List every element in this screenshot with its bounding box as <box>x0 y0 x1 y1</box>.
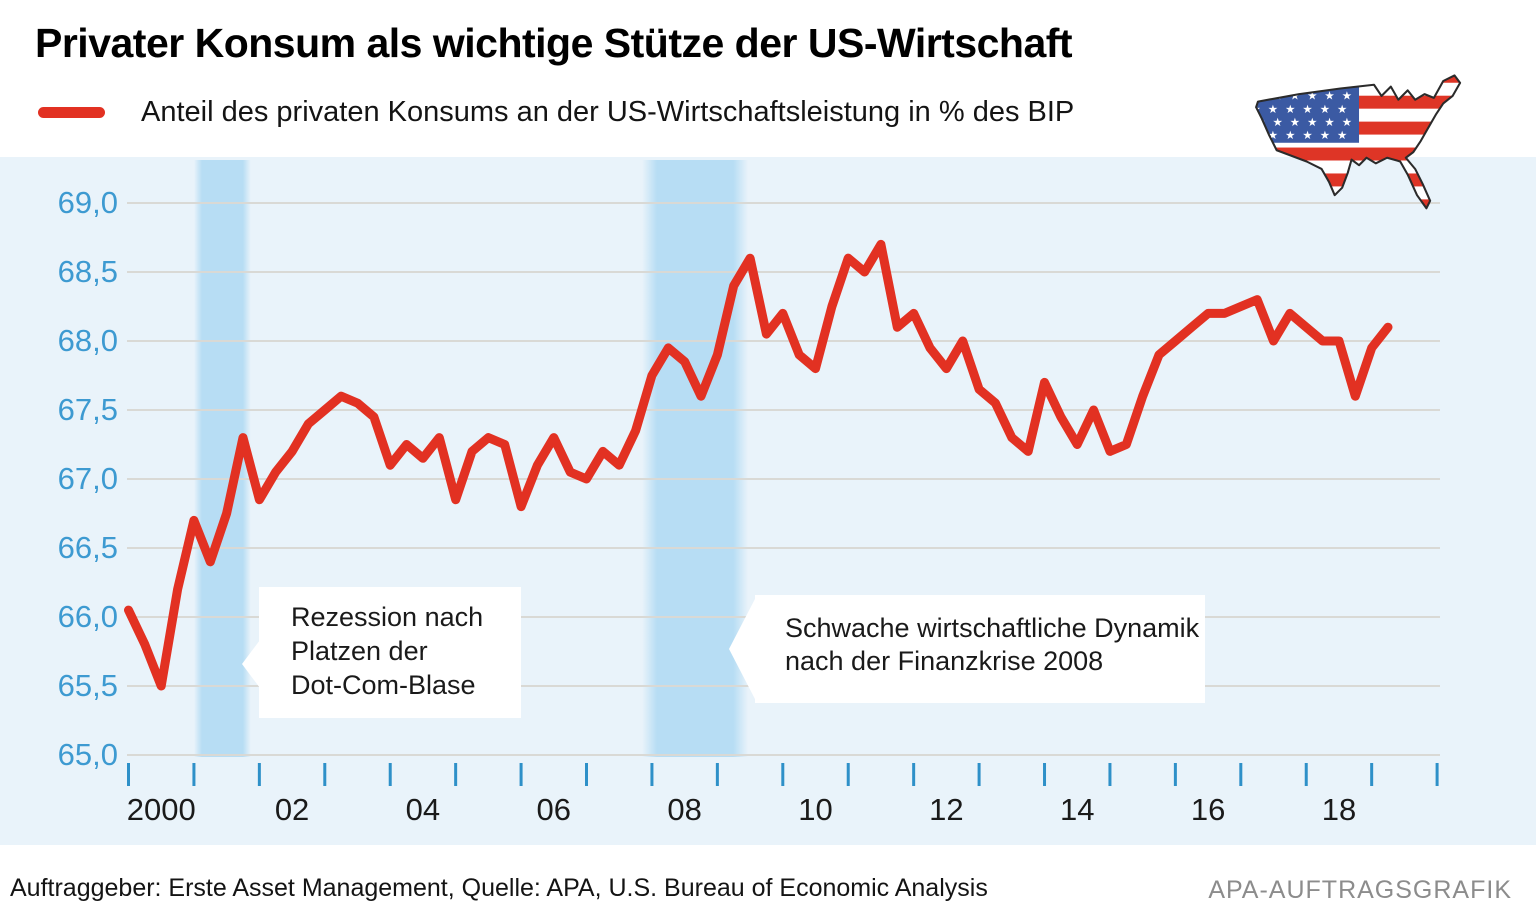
svg-text:★: ★ <box>1307 116 1317 129</box>
y-axis-label: 69,0 <box>57 185 118 220</box>
data-line <box>124 239 1393 691</box>
svg-text:★: ★ <box>1285 129 1295 142</box>
svg-text:★: ★ <box>1302 77 1312 90</box>
x-axis-label: 18 <box>1321 792 1357 827</box>
credit-note: APA-AUFTRAGSGRAFIK <box>1208 876 1512 904</box>
source-note: Auftraggeber: Erste Asset Management, Qu… <box>10 874 988 902</box>
svg-text:★: ★ <box>1324 90 1334 103</box>
svg-text:★: ★ <box>1272 116 1282 129</box>
y-axis-label: 68,0 <box>57 323 118 358</box>
svg-text:★: ★ <box>1320 77 1330 90</box>
us-map-outline <box>1255 74 1462 210</box>
annotation-line: Platzen der <box>291 636 428 666</box>
legend-line-swatch <box>38 107 105 118</box>
svg-text:★: ★ <box>1320 129 1330 142</box>
svg-text:★: ★ <box>1302 129 1312 142</box>
svg-text:★: ★ <box>1337 103 1347 116</box>
annotation-line: Dot-Com-Blase <box>291 670 476 700</box>
x-axis-label: 02 <box>274 792 310 827</box>
svg-text:★: ★ <box>1307 90 1317 103</box>
svg-text:★: ★ <box>1302 103 1312 116</box>
svg-text:★: ★ <box>1324 116 1334 129</box>
annotation-financial-crisis: Schwache wirtschaftliche Dynamik nach de… <box>729 595 1205 703</box>
annotation-line: Schwache wirtschaftliche Dynamik <box>785 613 1200 643</box>
y-axis-label: 66,5 <box>57 530 118 565</box>
svg-text:★: ★ <box>1342 90 1352 103</box>
x-axis-label: 16 <box>1190 792 1226 827</box>
y-axis-label: 65,5 <box>57 668 118 703</box>
annotation-dotcom-recession: Rezession nach Platzen der Dot-Com-Blase <box>242 587 521 718</box>
x-axis-label: 06 <box>536 792 572 827</box>
page-title: Privater Konsum als wichtige Stütze der … <box>35 20 1073 66</box>
svg-text:★: ★ <box>1290 116 1300 129</box>
legend: Anteil des privaten Konsums an der US-Wi… <box>38 96 1074 129</box>
usa-flag-map-icon: ★ ★ ★ ★ ★ ★★ ★ ★ ★ ★ ★★ ★ ★ ★ ★ ★★ ★ ★ ★ ★ ★★ ★ ★ ★ ★ ★ <box>1250 74 1462 210</box>
x-axis-label: 12 <box>929 792 964 827</box>
legend-label: Anteil des privaten Konsums an der US-Wi… <box>141 96 1075 128</box>
annotation-line: nach der Finanzkrise 2008 <box>785 646 1104 676</box>
x-axis-label: 14 <box>1059 792 1095 827</box>
x-axis-label: 10 <box>798 792 833 827</box>
x-axis-label: 04 <box>405 792 441 827</box>
svg-text:★: ★ <box>1272 90 1282 103</box>
y-axis-label: 66,0 <box>57 599 118 634</box>
annotation-line: Rezession nach <box>291 602 484 632</box>
svg-text:★: ★ <box>1250 77 1260 90</box>
x-axis-ticks <box>127 763 1439 786</box>
svg-text:★: ★ <box>1342 116 1352 129</box>
y-axis-label: 67,5 <box>57 392 118 427</box>
svg-text:★: ★ <box>1250 129 1260 142</box>
svg-text:★: ★ <box>1268 129 1278 142</box>
svg-text:★: ★ <box>1268 77 1278 90</box>
y-axis-label: 65,0 <box>57 737 118 772</box>
svg-text:★: ★ <box>1285 77 1295 90</box>
svg-text:★: ★ <box>1290 90 1300 103</box>
y-axis-label: 67,0 <box>57 461 118 496</box>
x-axis-label: 2000 <box>126 792 196 827</box>
x-axis-label: 08 <box>667 792 702 827</box>
svg-text:★: ★ <box>1320 103 1330 116</box>
svg-text:★: ★ <box>1268 103 1278 116</box>
svg-text:★: ★ <box>1250 103 1260 116</box>
svg-text:★: ★ <box>1337 129 1347 142</box>
svg-text:★: ★ <box>1285 103 1295 116</box>
y-axis-label: 68,5 <box>57 254 118 289</box>
